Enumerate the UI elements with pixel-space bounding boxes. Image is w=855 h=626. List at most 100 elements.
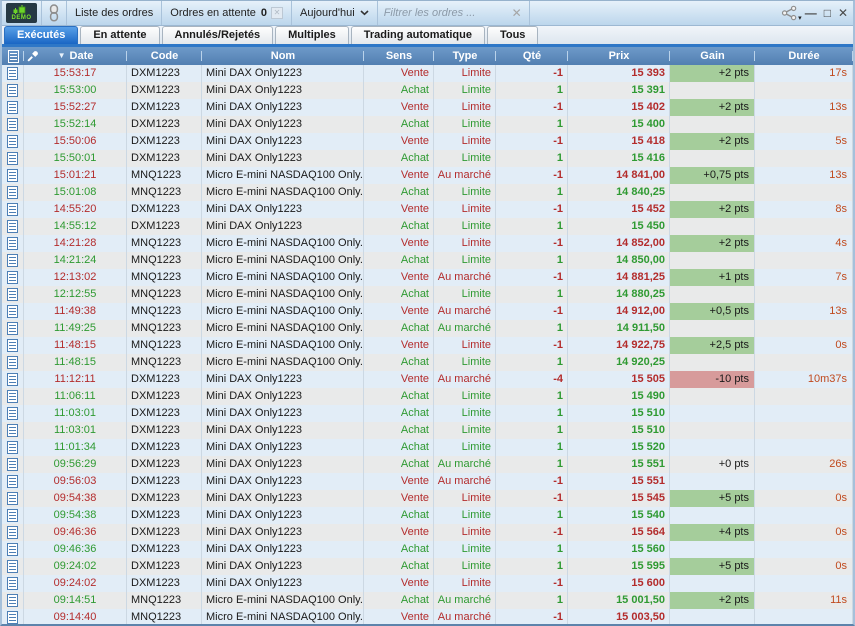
table-row[interactable]: 15:50:01DXM1223Mini DAX Only1223AchatLim… (2, 150, 853, 167)
order-details-icon[interactable] (2, 150, 24, 167)
close-button[interactable]: ✕ (838, 7, 848, 19)
order-details-icon[interactable] (2, 558, 24, 575)
table-row[interactable]: 11:01:34DXM1223Mini DAX Only1223AchatLim… (2, 439, 853, 456)
table-row[interactable]: 15:52:14DXM1223Mini DAX Only1223AchatLim… (2, 116, 853, 133)
tab-0[interactable]: Exécutés (4, 26, 78, 44)
order-details-icon[interactable] (2, 133, 24, 150)
order-details-icon[interactable] (2, 218, 24, 235)
order-details-icon[interactable] (2, 371, 24, 388)
column-header-type[interactable]: Type (434, 47, 496, 65)
table-row[interactable]: 15:53:00DXM1223Mini DAX Only1223AchatLim… (2, 82, 853, 99)
table-row[interactable]: 11:03:01DXM1223Mini DAX Only1223AchatLim… (2, 422, 853, 439)
order-details-icon[interactable] (2, 609, 24, 626)
order-details-icon[interactable] (2, 65, 24, 82)
table-row[interactable]: 14:21:28MNQ1223Micro E-mini NASDAQ100 On… (2, 235, 853, 252)
order-details-icon[interactable] (2, 490, 24, 507)
minimize-button[interactable]: — (805, 7, 817, 19)
table-row[interactable]: 15:01:08MNQ1223Micro E-mini NASDAQ100 On… (2, 184, 853, 201)
maximize-button[interactable]: □ (824, 7, 831, 19)
chain-link-icon (49, 4, 59, 22)
column-header-gain[interactable]: Gain (670, 47, 755, 65)
order-details-icon[interactable] (2, 388, 24, 405)
table-row[interactable]: 11:48:15MNQ1223Micro E-mini NASDAQ100 On… (2, 337, 853, 354)
table-row[interactable]: 12:12:55MNQ1223Micro E-mini NASDAQ100 On… (2, 286, 853, 303)
table-row[interactable]: 09:24:02DXM1223Mini DAX Only1223VenteLim… (2, 575, 853, 592)
order-details-icon[interactable] (2, 269, 24, 286)
period-dropdown[interactable]: Aujourd'hui (292, 1, 378, 25)
column-header-code[interactable]: Code (127, 47, 202, 65)
table-row[interactable]: 09:56:29DXM1223Mini DAX Only1223AchatAu … (2, 456, 853, 473)
orders-list-button[interactable]: Liste des ordres (67, 1, 162, 25)
tab-5[interactable]: Tous (487, 26, 538, 44)
filter-input[interactable] (384, 7, 511, 19)
order-details-icon[interactable] (2, 422, 24, 439)
header-rows-icon-cell[interactable] (2, 47, 24, 65)
order-details-icon[interactable] (2, 184, 24, 201)
column-header-prix[interactable]: Prix (568, 47, 670, 65)
order-details-icon[interactable] (2, 405, 24, 422)
column-header-qte[interactable]: Qté (496, 47, 568, 65)
order-details-icon[interactable] (2, 116, 24, 133)
table-row[interactable]: 14:55:20DXM1223Mini DAX Only1223VenteLim… (2, 201, 853, 218)
tab-4[interactable]: Trading automatique (351, 26, 485, 44)
table-row[interactable]: 11:03:01DXM1223Mini DAX Only1223AchatLim… (2, 405, 853, 422)
order-details-icon[interactable] (2, 167, 24, 184)
order-details-icon[interactable] (2, 252, 24, 269)
column-header-sens[interactable]: Sens (364, 47, 434, 65)
document-icon (7, 594, 18, 607)
order-details-icon[interactable] (2, 575, 24, 592)
table-row[interactable]: 09:24:02DXM1223Mini DAX Only1223AchatLim… (2, 558, 853, 575)
order-details-icon[interactable] (2, 473, 24, 490)
table-row[interactable]: 09:14:51MNQ1223Micro E-mini NASDAQ100 On… (2, 592, 853, 609)
table-row[interactable]: 11:48:15MNQ1223Micro E-mini NASDAQ100 On… (2, 354, 853, 371)
clear-pending-icon: ✕ (271, 7, 283, 19)
order-details-icon[interactable] (2, 439, 24, 456)
order-details-icon[interactable] (2, 541, 24, 558)
table-row[interactable]: 09:54:38DXM1223Mini DAX Only1223AchatLim… (2, 507, 853, 524)
column-header-duree[interactable]: Durée (755, 47, 853, 65)
order-details-icon[interactable] (2, 286, 24, 303)
table-row[interactable]: 09:56:03DXM1223Mini DAX Only1223VenteAu … (2, 473, 853, 490)
order-details-icon[interactable] (2, 303, 24, 320)
order-details-icon[interactable] (2, 82, 24, 99)
order-details-icon[interactable] (2, 201, 24, 218)
table-row[interactable]: 15:53:17DXM1223Mini DAX Only1223VenteLim… (2, 65, 853, 82)
table-row[interactable]: 15:01:21MNQ1223Micro E-mini NASDAQ100 On… (2, 167, 853, 184)
order-details-icon[interactable] (2, 235, 24, 252)
link-windows-button[interactable] (42, 1, 67, 25)
tab-1[interactable]: En attente (80, 26, 159, 44)
table-row[interactable]: 09:14:40MNQ1223Micro E-mini NASDAQ100 On… (2, 609, 853, 626)
table-row[interactable]: 11:06:11DXM1223Mini DAX Only1223AchatLim… (2, 388, 853, 405)
cell-qty: 1 (496, 218, 568, 235)
table-row[interactable]: 09:46:36DXM1223Mini DAX Only1223AchatLim… (2, 541, 853, 558)
tab-2[interactable]: Annulés/Rejetés (162, 26, 274, 44)
order-details-icon[interactable] (2, 337, 24, 354)
column-header-date[interactable]: ▼Date (24, 47, 127, 65)
table-row[interactable]: 11:12:11DXM1223Mini DAX Only1223VenteAu … (2, 371, 853, 388)
tab-3[interactable]: Multiples (275, 26, 349, 44)
cell-time: 11:49:38 (24, 303, 127, 320)
clear-filter-icon[interactable]: ✕ (511, 6, 523, 20)
table-row[interactable]: 15:50:06DXM1223Mini DAX Only1223VenteLim… (2, 133, 853, 150)
table-row[interactable]: 14:21:24MNQ1223Micro E-mini NASDAQ100 On… (2, 252, 853, 269)
table-row[interactable]: 11:49:25MNQ1223Micro E-mini NASDAQ100 On… (2, 320, 853, 337)
share-button[interactable]: ▾ (781, 5, 798, 21)
table-row[interactable]: 09:54:38DXM1223Mini DAX Only1223VenteLim… (2, 490, 853, 507)
order-details-icon[interactable] (2, 320, 24, 337)
order-details-icon[interactable] (2, 99, 24, 116)
table-row[interactable]: 11:49:38MNQ1223Micro E-mini NASDAQ100 On… (2, 303, 853, 320)
order-details-icon[interactable] (2, 507, 24, 524)
column-header-nom[interactable]: Nom (202, 47, 364, 65)
cell-name: Micro E-mini NASDAQ100 Only... (202, 167, 364, 184)
order-details-icon[interactable] (2, 354, 24, 371)
pending-orders-button[interactable]: Ordres en attente 0 ✕ (162, 1, 292, 25)
cell-price: 15 545 (568, 490, 670, 507)
cell-price: 14 840,25 (568, 184, 670, 201)
order-details-icon[interactable] (2, 524, 24, 541)
table-row[interactable]: 15:52:27DXM1223Mini DAX Only1223VenteLim… (2, 99, 853, 116)
order-details-icon[interactable] (2, 456, 24, 473)
table-row[interactable]: 14:55:12DXM1223Mini DAX Only1223AchatLim… (2, 218, 853, 235)
table-row[interactable]: 12:13:02MNQ1223Micro E-mini NASDAQ100 On… (2, 269, 853, 286)
table-row[interactable]: 09:46:36DXM1223Mini DAX Only1223VenteLim… (2, 524, 853, 541)
order-details-icon[interactable] (2, 592, 24, 609)
